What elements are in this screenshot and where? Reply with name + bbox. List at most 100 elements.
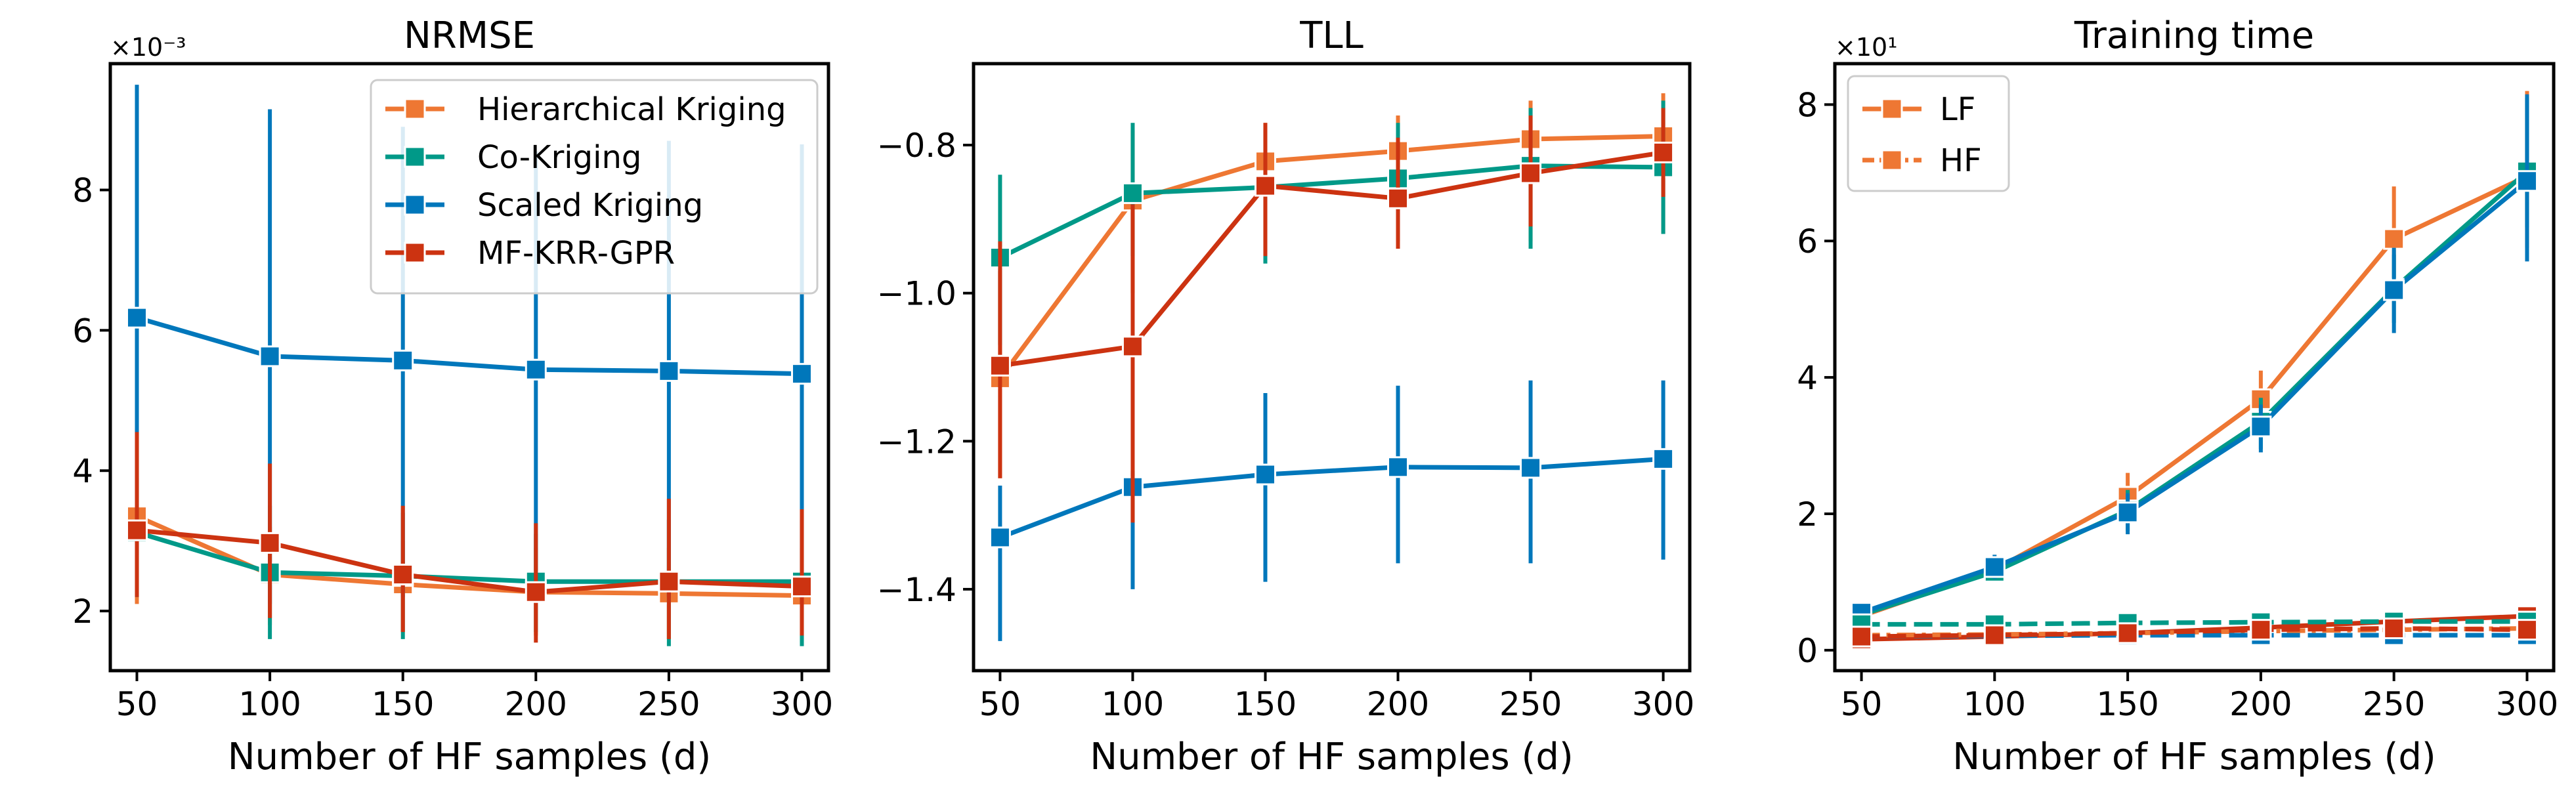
legend-label: HF	[1940, 142, 1982, 179]
legend-label: Co-Kriging	[477, 139, 641, 176]
x-axis-label: Number of HF samples (d)	[228, 736, 711, 778]
data-point	[126, 306, 148, 329]
legend: Hierarchical Kriging Co-Kriging Scaled Kri…	[370, 79, 819, 295]
series-line	[998, 163, 1664, 260]
legend-label: Hierarchical Kriging	[477, 91, 786, 128]
x-tick-label: 50	[979, 685, 1021, 723]
x-axis-label: Number of HF samples (d)	[1952, 736, 2436, 778]
data-point	[2250, 415, 2272, 438]
legend-marker	[404, 241, 426, 264]
data-point	[1121, 335, 1144, 358]
series-line	[999, 456, 1664, 540]
series-mf-krr-gpr	[989, 108, 1675, 523]
data-point	[392, 349, 414, 371]
data-point	[1652, 141, 1675, 163]
x-tick-label: 200	[1367, 685, 1429, 723]
data-point	[1520, 457, 1542, 479]
y-tick-label: 8	[72, 171, 93, 209]
data-point	[658, 360, 680, 382]
series-line	[999, 150, 1664, 368]
x-tick-label: 150	[2096, 685, 2158, 723]
data-point	[790, 576, 813, 598]
x-tick-label: 100	[1102, 685, 1164, 723]
x-tick-label: 150	[372, 685, 434, 723]
chart-title: Training time	[2074, 14, 2314, 57]
y-tick-label: −1.2	[877, 423, 956, 461]
data-point	[1121, 182, 1144, 204]
plot-area	[989, 93, 1675, 641]
data-point	[126, 519, 148, 541]
data-point	[2116, 501, 2139, 524]
data-point	[2383, 279, 2405, 301]
legend-label: Scaled Kriging	[477, 187, 703, 224]
legend-label: LF	[1940, 91, 1975, 128]
x-tick-label: 300	[2496, 685, 2558, 723]
x-tick-label: 250	[2363, 685, 2425, 723]
data-point	[989, 526, 1011, 549]
legend-marker	[404, 194, 426, 216]
legend-box	[370, 79, 819, 295]
chart-panel-1: 50 100 150 200 250 300 2 4 6 8 NRMSE Number of HF s…	[72, 14, 833, 778]
series-line	[136, 315, 802, 377]
data-point	[2516, 619, 2538, 641]
data-point	[2250, 619, 2272, 641]
data-point	[1387, 187, 1409, 209]
data-point	[259, 532, 281, 554]
series-line	[137, 528, 802, 595]
data-point	[1254, 175, 1276, 197]
series-line	[1861, 619, 2527, 627]
series-mf-krr-gpr	[126, 432, 813, 643]
x-tick-label: 100	[1964, 685, 2026, 723]
data-point	[1983, 624, 2006, 646]
x-tick-label: 250	[1499, 685, 1562, 723]
axes-frame	[108, 62, 830, 673]
data-point	[392, 563, 414, 585]
x-tick-label: 150	[1234, 685, 1297, 723]
x-tick-label: 200	[505, 685, 567, 723]
chart-panel-2: 50 100 150 200 250 300 −1.4 −1.2 −1.0 −0.8 TLL Numb…	[877, 14, 1695, 778]
series-sk-solid	[1851, 94, 2538, 624]
x-tick-label: 200	[2229, 685, 2292, 723]
series-line	[1860, 174, 2528, 619]
series-line	[1860, 169, 2529, 618]
series-mf-dashed	[1851, 618, 2538, 648]
series-hierarchical-kriging	[989, 93, 1675, 478]
x-axis-label: Number of HF samples (d)	[1090, 736, 1573, 778]
data-point	[1387, 456, 1409, 478]
y-tick-label: 2	[1797, 495, 1818, 534]
y-tick-label: 4	[72, 452, 93, 490]
data-point	[2383, 618, 2405, 640]
legend-marker	[404, 146, 426, 168]
x-tick-label: 300	[1632, 685, 1694, 723]
data-point	[1983, 556, 2006, 578]
data-point	[525, 581, 547, 603]
series-line	[998, 134, 1664, 380]
legend-label: MF-KRR-GPR	[477, 235, 675, 272]
axis-multiplier: ×10¹	[1835, 33, 1897, 62]
y-tick-label: 2	[72, 593, 93, 631]
series-line	[1861, 626, 2527, 639]
series-line	[1860, 179, 2529, 615]
data-point	[2516, 170, 2538, 192]
y-tick-label: −0.8	[877, 127, 956, 165]
x-tick-label: 300	[771, 685, 833, 723]
data-point	[1254, 463, 1276, 486]
legend-marker	[1881, 149, 1903, 171]
data-point	[2116, 622, 2139, 644]
data-point	[1851, 625, 1873, 648]
x-tick-label: 100	[238, 685, 301, 723]
legend: LF HF	[1847, 75, 2010, 192]
axis-multiplier: ×10⁻³	[110, 33, 186, 62]
data-point	[658, 570, 680, 593]
axes-frame	[972, 62, 1692, 673]
axes-frame	[1833, 62, 2556, 673]
legend-box	[1847, 75, 2010, 192]
data-point	[790, 363, 813, 385]
y-tick-label: 8	[1797, 86, 1818, 124]
data-point	[1520, 162, 1542, 184]
legend-marker	[404, 98, 426, 120]
data-point	[1652, 448, 1675, 470]
series-hierarchical-kriging	[126, 429, 813, 643]
y-tick-label: 0	[1797, 632, 1818, 670]
